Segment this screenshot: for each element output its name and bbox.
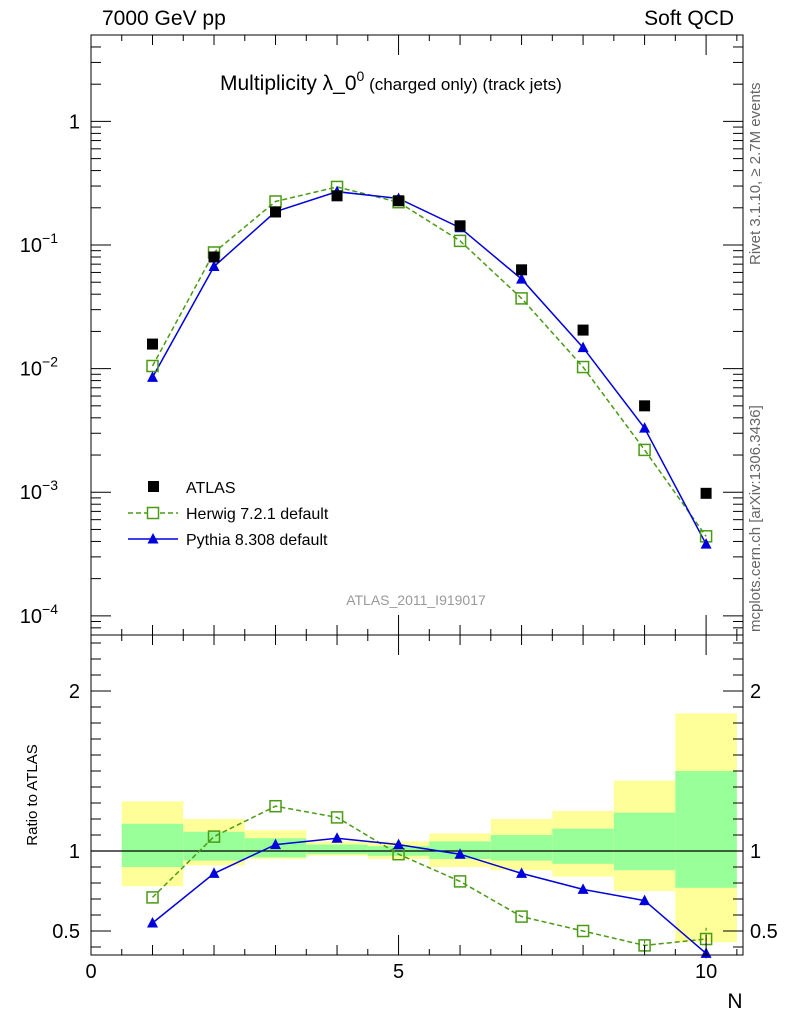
pythia-point bbox=[516, 273, 528, 284]
y-tick-label: 1 bbox=[69, 111, 80, 133]
uncertainty-band-inner bbox=[306, 844, 368, 855]
ratio-pythia-line bbox=[152, 837, 707, 954]
legend-herwig-marker bbox=[146, 506, 160, 520]
ratio-y-tick-label-right: 1 bbox=[750, 841, 761, 863]
ratio-pythia-point bbox=[208, 867, 220, 878]
atlas-point bbox=[639, 400, 651, 412]
ratio-pythia-point bbox=[147, 917, 159, 928]
ratio-pythia-point bbox=[454, 848, 466, 859]
ratio-y-tick-label-right: 0.5 bbox=[750, 921, 778, 943]
legend: ATLAS Herwig 7.2.1 default Pythia 8.308 de… bbox=[128, 480, 329, 549]
ratio-pythia-point bbox=[639, 894, 651, 906]
x-axis-label: N bbox=[727, 990, 742, 1013]
atlas-point bbox=[270, 206, 282, 218]
ratio-frame bbox=[90, 634, 744, 956]
atlas-point bbox=[331, 190, 343, 202]
ratio-y-tick-label: 2 bbox=[69, 681, 80, 703]
ratio-herwig-point bbox=[576, 924, 590, 938]
y-tick-label: 10−3 bbox=[20, 477, 58, 504]
legend-atlas-label: ATLAS bbox=[186, 480, 236, 497]
ratio-pythia-point bbox=[270, 838, 282, 850]
y-tick-label: 10−4 bbox=[20, 601, 58, 628]
analysis-tag: ATLAS_2011_I919017 bbox=[346, 592, 486, 608]
pythia-point bbox=[208, 260, 220, 272]
ratio-pythia-point bbox=[577, 883, 589, 894]
herwig-point bbox=[638, 443, 651, 457]
chart-title: Multiplicity λ_00 (charged only) (track … bbox=[220, 68, 562, 95]
pythia-point bbox=[147, 371, 159, 382]
ratio-y-tick-label-right: 2 bbox=[750, 681, 761, 703]
pythia-point bbox=[577, 341, 589, 353]
legend-herwig-label: Herwig 7.2.1 default bbox=[186, 506, 329, 523]
uncertainty-band-inner bbox=[613, 812, 676, 871]
ratio-pythia-point bbox=[331, 832, 343, 843]
uncertainty-band-inner bbox=[675, 771, 737, 888]
y-tick-label: 10−2 bbox=[20, 354, 58, 381]
ratio-herwig-point bbox=[515, 910, 528, 923]
atlas-point bbox=[393, 195, 405, 207]
legend-pythia-label: Pythia 8.308 default bbox=[186, 532, 328, 549]
x-tick-label: 5 bbox=[393, 961, 404, 983]
uncertainty-band-inner bbox=[183, 831, 245, 861]
pythia-point bbox=[639, 422, 651, 433]
atlas-point bbox=[208, 251, 220, 263]
atlas-point bbox=[577, 324, 589, 336]
ratio-herwig-point bbox=[269, 799, 282, 813]
pythia-point bbox=[700, 538, 712, 549]
uncertainty-band-inner bbox=[490, 835, 553, 861]
y-tick-label: 10−1 bbox=[20, 230, 58, 257]
legend-pythia-marker bbox=[147, 533, 159, 544]
pythia-line bbox=[151, 190, 707, 545]
atlas-point bbox=[700, 487, 712, 499]
ratio-y-tick-label: 1 bbox=[69, 841, 80, 863]
ratio-panel: 0.5 0.5 1 1 2 2 0 5 10 Ratio to ATLAS N bbox=[24, 634, 778, 1013]
herwig-point bbox=[515, 292, 528, 305]
ratio-pythia-point bbox=[393, 838, 405, 850]
atlas-point bbox=[454, 220, 466, 232]
header-energy-label: 7000 GeV pp bbox=[102, 7, 226, 30]
ratio-herwig-line bbox=[151, 805, 707, 947]
ratio-y-tick-label: 0.5 bbox=[52, 921, 80, 943]
ratio-pythia-point bbox=[516, 867, 528, 878]
ratio-herwig-point bbox=[330, 811, 344, 824]
header-category-label: Soft QCD bbox=[644, 7, 734, 30]
herwig-line bbox=[151, 186, 707, 537]
ratio-axis-label: Ratio to ATLAS bbox=[24, 744, 41, 845]
herwig-point bbox=[576, 360, 590, 374]
ratio-herwig-point bbox=[146, 891, 159, 904]
ratio-herwig-point bbox=[453, 875, 467, 888]
uncertainty-band-inner bbox=[121, 823, 184, 867]
atlas-point bbox=[516, 264, 528, 276]
main-panel: Multiplicity λ_00 (charged only) (track … bbox=[20, 34, 744, 636]
herwig-point bbox=[453, 234, 467, 248]
uncertainty-band-inner bbox=[552, 828, 614, 864]
atlas-point bbox=[147, 338, 159, 350]
x-tick-label: 10 bbox=[695, 961, 717, 983]
legend-atlas-marker bbox=[148, 481, 159, 492]
x-tick-label: 0 bbox=[85, 961, 96, 983]
ratio-herwig-point bbox=[207, 830, 221, 843]
